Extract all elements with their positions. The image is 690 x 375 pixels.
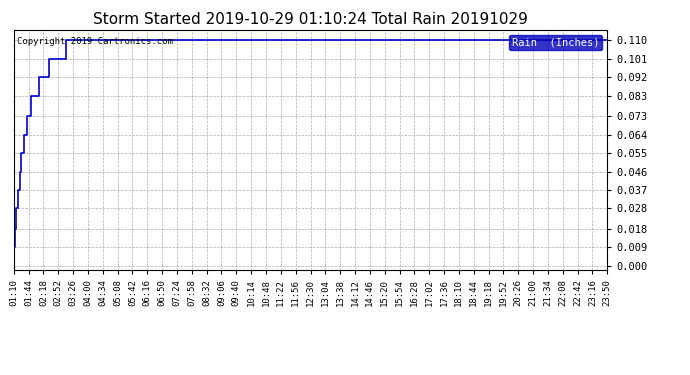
- Legend: Rain  (Inches): Rain (Inches): [509, 35, 602, 50]
- Title: Storm Started 2019-10-29 01:10:24 Total Rain 20191029: Storm Started 2019-10-29 01:10:24 Total …: [93, 12, 528, 27]
- Text: Copyright 2019 Cartronics.com: Copyright 2019 Cartronics.com: [17, 37, 172, 46]
